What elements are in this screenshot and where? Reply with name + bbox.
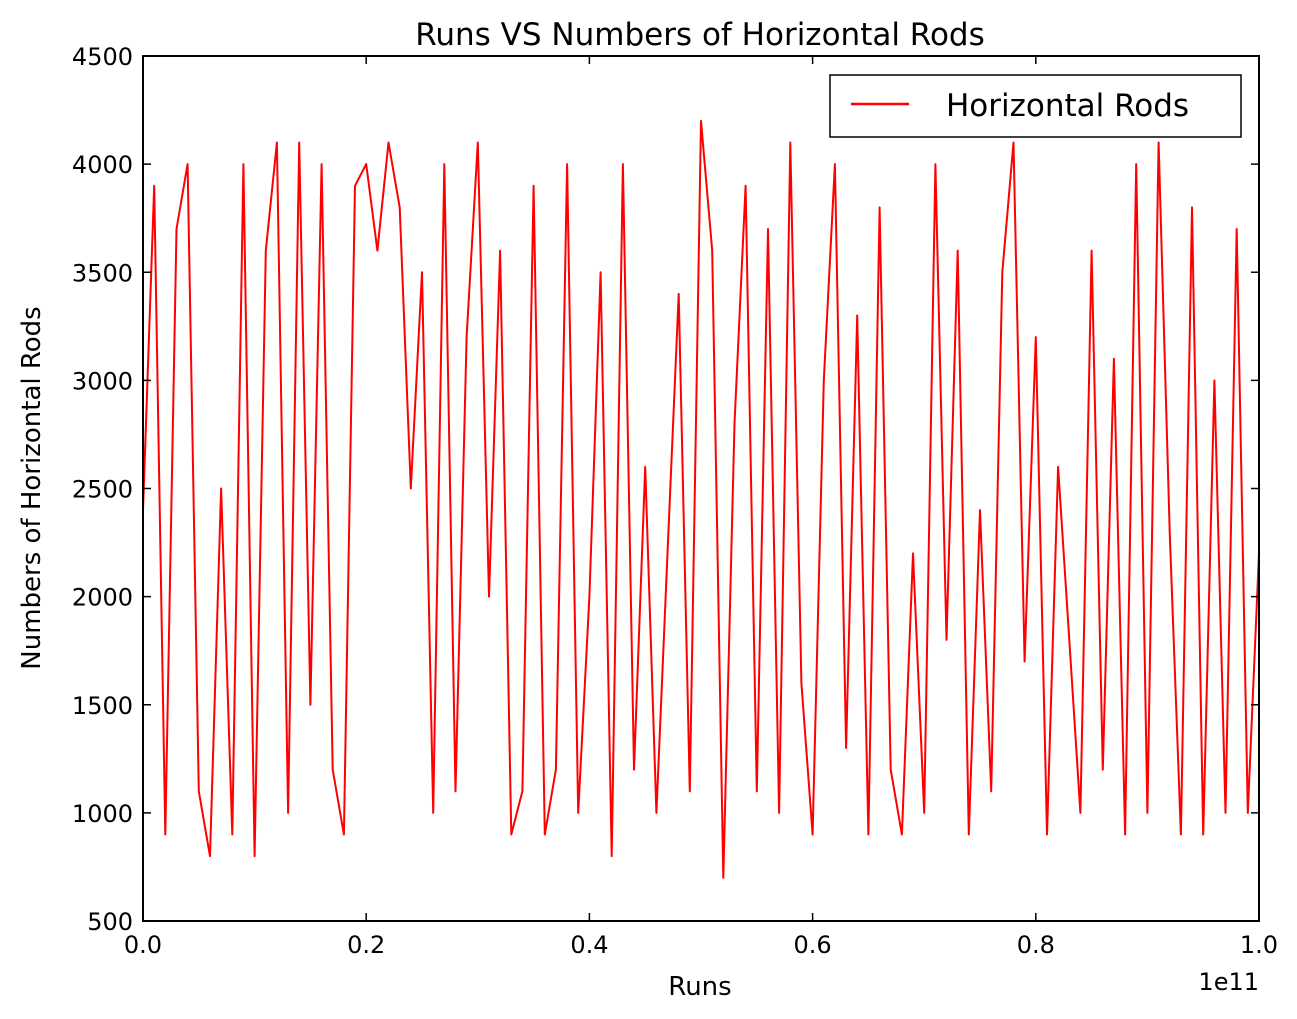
x-tick-label: 0.0 (124, 931, 162, 959)
x-axis: 0.0 0.2 0.4 0.6 0.8 1.0 (124, 56, 1278, 959)
y-tick-label: 1500 (72, 692, 133, 720)
y-tick-label: 3000 (72, 367, 133, 395)
x-tick-label: 0.2 (347, 931, 385, 959)
legend-box (829, 74, 1242, 138)
y-tick-label: 1000 (72, 800, 133, 828)
y-tick-label: 3500 (72, 259, 133, 287)
series-layer (142, 119, 1260, 879)
y-tick-label: 500 (87, 908, 133, 936)
x-tick-label: 0.4 (570, 931, 608, 959)
x-axis-label: Runs (668, 972, 731, 1002)
y-tick-label: 2000 (72, 584, 133, 612)
x-tick-label: 0.8 (1017, 931, 1055, 959)
x-tick-label: 1.0 (1240, 931, 1278, 959)
chart-title: Runs VS Numbers of Horizontal Rods (415, 17, 985, 53)
series-line-horizontal-rods (142, 119, 1260, 879)
y-axis: 500 1000 1500 2000 2500 3000 3500 4000 4500 (72, 43, 1259, 936)
x-tick-label: 0.6 (794, 931, 832, 959)
legend: Horizontal Rods (829, 74, 1242, 138)
y-tick-label: 2500 (72, 476, 133, 504)
legend-entry-horizontal-rods: Horizontal Rods (946, 88, 1189, 124)
plot-frame (142, 55, 1260, 922)
y-tick-label: 4000 (72, 151, 133, 179)
y-tick-label: 4500 (72, 43, 133, 71)
y-axis-label: Numbers of Horizontal Rods (17, 306, 47, 669)
x-axis-offset-label: 1e11 (1198, 968, 1259, 996)
